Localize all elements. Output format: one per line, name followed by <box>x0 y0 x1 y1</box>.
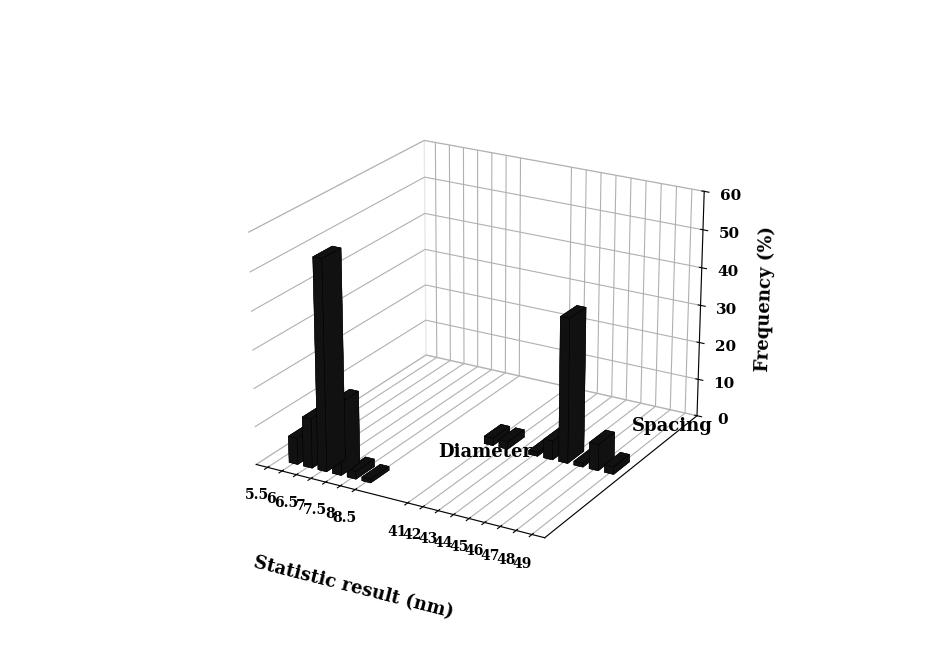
X-axis label: Statistic result (nm): Statistic result (nm) <box>252 553 455 621</box>
